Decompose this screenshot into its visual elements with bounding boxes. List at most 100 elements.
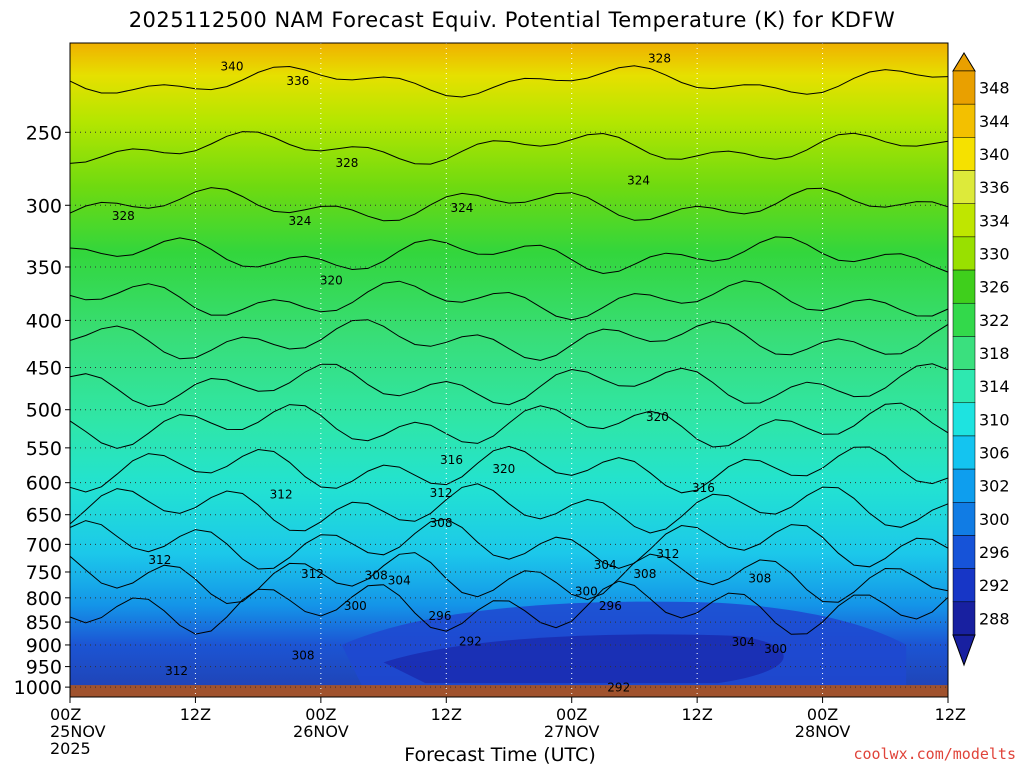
colorbar-label: 348 (979, 79, 1010, 98)
contour-label: 324 (627, 174, 650, 188)
colorbar-label: 336 (979, 178, 1010, 197)
contour-line (69, 187, 949, 222)
colorbar-swatch (952, 535, 976, 569)
contour-line (69, 65, 949, 98)
colorbar-swatch (952, 70, 976, 105)
y-tick-label: 900 (26, 635, 62, 657)
contour-label: 312 (165, 664, 188, 678)
colorbar-swatch (952, 435, 976, 470)
contour-line (69, 483, 949, 534)
contour-label: 300 (764, 642, 787, 656)
contour-line (69, 280, 949, 321)
contour-label: 312 (656, 547, 679, 561)
colorbar-label: 300 (979, 510, 1010, 529)
contour-line (69, 236, 949, 275)
contour-label: 320 (320, 273, 343, 287)
x-tick-date: 25NOV (50, 722, 106, 741)
x-tick-label: 12Z (935, 705, 966, 724)
contour-label: 296 (599, 599, 622, 613)
y-tick-label: 500 (26, 400, 62, 422)
contour-label: 320 (492, 462, 515, 476)
contour-label: 308 (292, 648, 315, 662)
colorbar-top-arrow (952, 52, 976, 72)
contour-line (69, 319, 949, 361)
contour-label: 296 (429, 609, 452, 623)
contour-label: 292 (607, 681, 630, 695)
y-tick-label: 350 (26, 257, 62, 279)
chart-title: 2025112500 NAM Forecast Equiv. Potential… (128, 8, 896, 32)
x-tick-date: 27NOV (544, 722, 600, 741)
colorbar-label: 302 (979, 477, 1010, 496)
colorbar-swatch (952, 502, 976, 536)
x-tick-label: 00Z (556, 705, 587, 724)
colorbar-swatch (952, 203, 976, 238)
y-tick-label: 250 (26, 122, 62, 144)
ground-strip (70, 685, 948, 697)
contour-label: 328 (648, 52, 671, 66)
colorbar-swatch (952, 302, 976, 337)
contour-label: 308 (365, 569, 388, 583)
y-tick-label: 450 (26, 358, 62, 380)
contour-label: 304 (594, 558, 617, 572)
contour-label: 292 (459, 634, 482, 648)
contour-label: 324 (288, 214, 311, 228)
colorbar-swatch (952, 137, 976, 171)
plot-frame (69, 42, 949, 698)
x-axis-title: Forecast Time (UTC) (404, 744, 596, 766)
contour-line (69, 518, 949, 570)
colorbar-swatch (952, 369, 976, 404)
y-tick-label: 850 (26, 612, 62, 634)
contour-label: 340 (221, 59, 244, 73)
y-tick-label: 950 (26, 657, 62, 679)
colorbar-label: 344 (979, 112, 1010, 131)
colorbar-label: 296 (979, 543, 1010, 562)
colorbar-label: 306 (979, 444, 1010, 463)
y-tick-label: 750 (26, 562, 62, 584)
colorbar-label: 288 (979, 609, 1010, 628)
x-tick-date: 28NOV (795, 722, 851, 741)
x-tick-label: 12Z (681, 705, 712, 724)
contour-label: 312 (430, 486, 453, 500)
contour-line (69, 402, 949, 449)
colorbar-swatch (952, 402, 976, 437)
x-tick-year: 2025 (50, 739, 91, 758)
contour-label: 300 (575, 584, 598, 598)
credit-link[interactable]: coolwx.com/modelts (853, 745, 1016, 763)
colorbar-label: 292 (979, 576, 1010, 595)
colorbar-label: 340 (979, 145, 1010, 164)
y-tick-label: 600 (26, 473, 62, 495)
colorbar-swatch (952, 601, 976, 636)
x-tick-label: 00Z (807, 705, 838, 724)
x-tick-label: 00Z (50, 705, 81, 724)
colorbar-swatch (952, 468, 976, 503)
contour-line (69, 445, 949, 494)
contour-label: 316 (692, 481, 715, 495)
colorbar-bottom-arrow (952, 634, 976, 667)
x-tick-date: 26NOV (293, 722, 349, 741)
y-tick-label: 650 (26, 505, 62, 527)
contour-label: 316 (440, 453, 463, 467)
x-tick-label: 00Z (305, 705, 336, 724)
contour-label: 328 (112, 209, 135, 223)
contour-label: 300 (344, 599, 367, 613)
contour-label: 312 (270, 488, 293, 502)
colorbar-swatch (952, 170, 976, 204)
contour-label: 308 (633, 567, 656, 581)
contour-label: 304 (388, 573, 411, 587)
x-tick-label: 12Z (180, 705, 211, 724)
colorbar-label: 334 (979, 211, 1010, 230)
contour-line (69, 131, 949, 165)
colorbar-label: 330 (979, 244, 1010, 263)
contour-line (69, 552, 949, 605)
contour-label: 308 (430, 516, 453, 530)
contour-label: 304 (732, 635, 755, 649)
y-tick-label: 300 (26, 195, 62, 217)
y-tick-label: 800 (26, 588, 62, 610)
contour-line (69, 363, 949, 408)
contour-label: 328 (336, 156, 359, 170)
colorbar-swatch (952, 236, 976, 271)
colorbar-label: 318 (979, 344, 1010, 363)
colorbar-label: 314 (979, 377, 1010, 396)
contour-line (69, 580, 949, 635)
